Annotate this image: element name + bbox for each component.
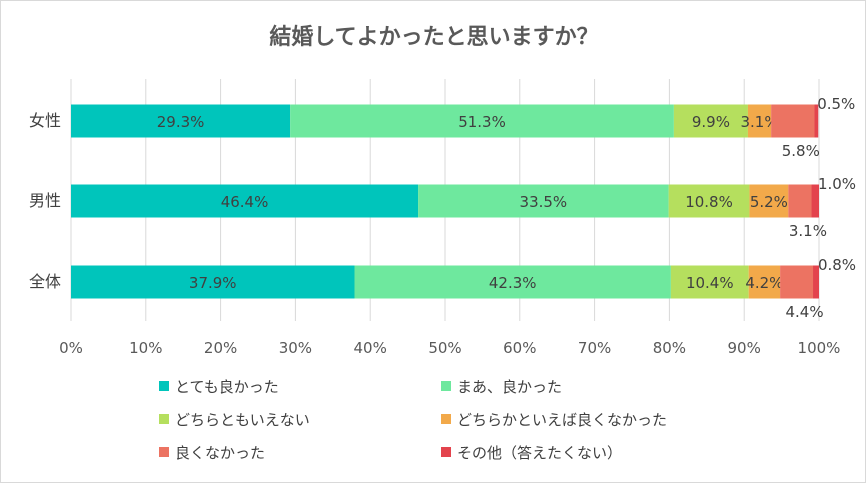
x-tick-label: 90% bbox=[728, 339, 761, 357]
bar-segment bbox=[780, 265, 814, 299]
x-tick-label: 100% bbox=[798, 339, 841, 357]
data-label: 5.8% bbox=[782, 142, 820, 160]
legend-item: まあ、良かった bbox=[441, 376, 562, 396]
x-tick-label: 10% bbox=[129, 339, 162, 357]
data-label: 46.4% bbox=[221, 193, 269, 211]
legend-label: まあ、良かった bbox=[457, 377, 563, 396]
bar-segment bbox=[418, 184, 669, 218]
data-label: 29.3% bbox=[157, 113, 205, 131]
legend-label: どちらともいえない bbox=[175, 410, 310, 429]
legend-item: その他（答えたくない） bbox=[441, 442, 622, 462]
legend-swatch bbox=[441, 381, 451, 391]
legend-swatch bbox=[441, 447, 451, 457]
bar-segment bbox=[788, 184, 812, 218]
bar-segment bbox=[771, 104, 815, 138]
legend-item: とても良かった bbox=[159, 376, 279, 396]
legend-label: とても良かった bbox=[175, 377, 279, 396]
data-label: 51.3% bbox=[458, 113, 506, 131]
x-tick-label: 80% bbox=[653, 339, 686, 357]
data-label: 0.8% bbox=[818, 256, 856, 274]
legend-swatch bbox=[159, 447, 169, 457]
x-tick-label: 60% bbox=[503, 339, 536, 357]
bar-segment bbox=[71, 104, 291, 138]
bar-segment bbox=[813, 265, 819, 299]
x-tick-label: 20% bbox=[204, 339, 237, 357]
legend-swatch bbox=[159, 414, 169, 424]
legend-item: どちらかといえば良くなかった bbox=[441, 409, 667, 429]
data-label: 42.3% bbox=[489, 274, 537, 292]
legend-item: 良くなかった bbox=[159, 442, 265, 462]
data-label: 10.4% bbox=[686, 274, 734, 292]
data-label: 3.1% bbox=[789, 222, 827, 240]
bar-segment bbox=[290, 104, 674, 138]
bar-segment bbox=[71, 184, 419, 218]
data-label: 1.0% bbox=[818, 175, 856, 193]
data-label: 9.9% bbox=[692, 113, 730, 131]
data-label: 0.5% bbox=[817, 95, 855, 113]
legend-item: どちらともいえない bbox=[159, 409, 310, 429]
legend-label: どちらかといえば良くなかった bbox=[457, 410, 668, 429]
legend-label: 良くなかった bbox=[175, 443, 266, 462]
category-label: 全体 bbox=[29, 272, 61, 291]
x-tick-label: 70% bbox=[578, 339, 611, 357]
x-tick-label: 0% bbox=[59, 339, 83, 357]
bar-segment bbox=[814, 104, 819, 138]
bar-segment bbox=[670, 265, 749, 299]
x-tick-label: 30% bbox=[279, 339, 312, 357]
bar-segment bbox=[668, 184, 750, 218]
data-label: 33.5% bbox=[520, 193, 568, 211]
legend-label: その他（答えたくない） bbox=[457, 443, 623, 462]
x-tick-label: 40% bbox=[354, 339, 387, 357]
data-label: 5.2% bbox=[750, 193, 788, 211]
data-label: 3.1% bbox=[740, 113, 778, 131]
legend-swatch bbox=[441, 414, 451, 424]
data-label: 4.2% bbox=[745, 274, 783, 292]
bar-segment bbox=[811, 184, 819, 218]
chart-title: 結婚してよかったと思いますか？ bbox=[269, 25, 599, 50]
data-label: 4.4% bbox=[786, 303, 824, 321]
data-label: 37.9% bbox=[189, 274, 237, 292]
category-label: 女性 bbox=[29, 111, 61, 130]
data-label: 10.8% bbox=[685, 193, 733, 211]
bar-segment bbox=[354, 265, 671, 299]
category-label: 男性 bbox=[29, 191, 61, 210]
x-tick-label: 50% bbox=[428, 339, 461, 357]
bar-segment bbox=[749, 184, 789, 218]
bar-segment bbox=[673, 104, 748, 138]
bar-segment bbox=[748, 265, 781, 299]
legend-swatch bbox=[159, 381, 169, 391]
bar-segment bbox=[747, 104, 772, 138]
bar-segment bbox=[71, 265, 355, 299]
